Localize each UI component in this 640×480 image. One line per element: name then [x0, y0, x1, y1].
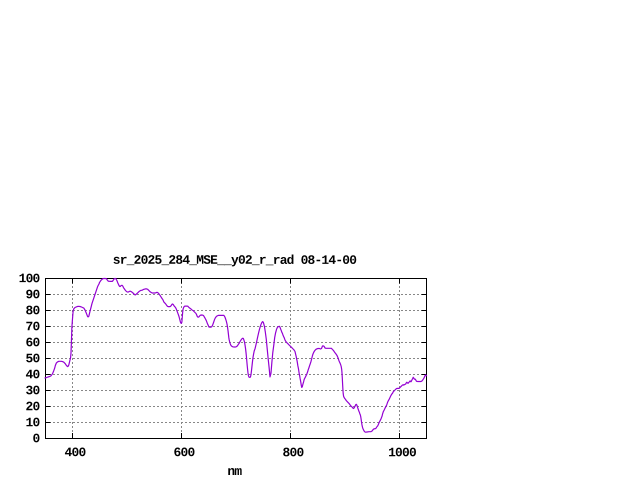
svg-text:1000: 1000 — [388, 445, 416, 460]
svg-text:60: 60 — [26, 335, 40, 350]
svg-text:sr_2025_284_MSE__y02_r_rad 08-: sr_2025_284_MSE__y02_r_rad 08-14-00 — [113, 253, 356, 268]
svg-text:30: 30 — [26, 383, 40, 398]
svg-text:nm: nm — [227, 464, 242, 479]
svg-text:70: 70 — [26, 319, 40, 334]
svg-text:90: 90 — [26, 287, 40, 302]
svg-text:40: 40 — [26, 367, 40, 382]
svg-text:600: 600 — [174, 445, 195, 460]
svg-text:10: 10 — [25, 415, 39, 430]
svg-text:20: 20 — [25, 399, 39, 414]
svg-text:50: 50 — [26, 351, 40, 366]
svg-text:0: 0 — [32, 431, 39, 446]
svg-text:400: 400 — [65, 445, 86, 460]
svg-text:100: 100 — [19, 271, 40, 286]
svg-text:80: 80 — [26, 303, 40, 318]
svg-text:800: 800 — [283, 445, 304, 460]
